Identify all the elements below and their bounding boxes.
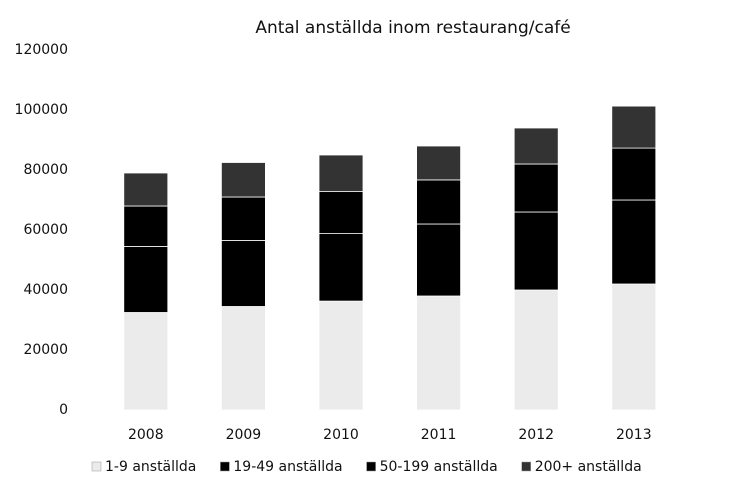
bar-segment: [611, 105, 657, 149]
bar-segment: [513, 127, 559, 165]
x-tick-label: 2012: [518, 427, 554, 443]
bar-segment: [220, 306, 266, 411]
y-tick-label: 120000: [15, 42, 68, 58]
bar-segment: [318, 154, 364, 192]
legend-marker: [366, 461, 376, 472]
bar-segment: [220, 162, 266, 198]
legend-label: 1-9 anställda: [105, 459, 196, 475]
bar-segment: [123, 312, 169, 411]
bar-segment: [318, 191, 364, 235]
y-tick-label: 60000: [23, 222, 68, 238]
bar-segment: [220, 240, 266, 307]
bar-segment: [611, 283, 657, 411]
legend-marker: [220, 461, 230, 472]
bar-segment: [220, 196, 266, 241]
y-tick-label: 80000: [23, 162, 68, 178]
bar-segment: [416, 295, 462, 411]
bar-segment: [611, 147, 657, 201]
x-tick-label: 2010: [323, 427, 359, 443]
legend-label: 200+ anställda: [535, 459, 642, 475]
x-tick-label: 2009: [226, 427, 262, 443]
bar-segment: [123, 172, 169, 207]
y-tick-label: 40000: [23, 282, 68, 298]
legend-marker: [521, 461, 531, 472]
bar-segment: [611, 199, 657, 285]
y-tick-label: 100000: [15, 102, 68, 118]
y-tick-label: 0: [59, 402, 68, 418]
legend-label: 50-199 anställda: [380, 459, 498, 475]
bar-segment: [513, 211, 559, 291]
x-tick-label: 2013: [616, 427, 652, 443]
y-tick-label: 20000: [23, 342, 68, 358]
legend-label: 19-49 anställda: [233, 459, 342, 475]
bar-segment: [123, 205, 169, 247]
bar-segment: [318, 300, 364, 411]
legend-marker: [91, 461, 102, 472]
chart-title: Antal anställda inom restaurang/café: [255, 18, 570, 38]
bar-segment: [513, 289, 559, 411]
bar-segment: [513, 163, 559, 213]
bar-segment: [416, 223, 462, 297]
bar-segment: [416, 145, 462, 181]
bar-segment: [123, 246, 169, 313]
bar-segment: [318, 233, 364, 302]
x-tick-label: 2008: [128, 427, 164, 443]
x-tick-label: 2011: [421, 427, 457, 443]
bar-segment: [416, 179, 462, 225]
